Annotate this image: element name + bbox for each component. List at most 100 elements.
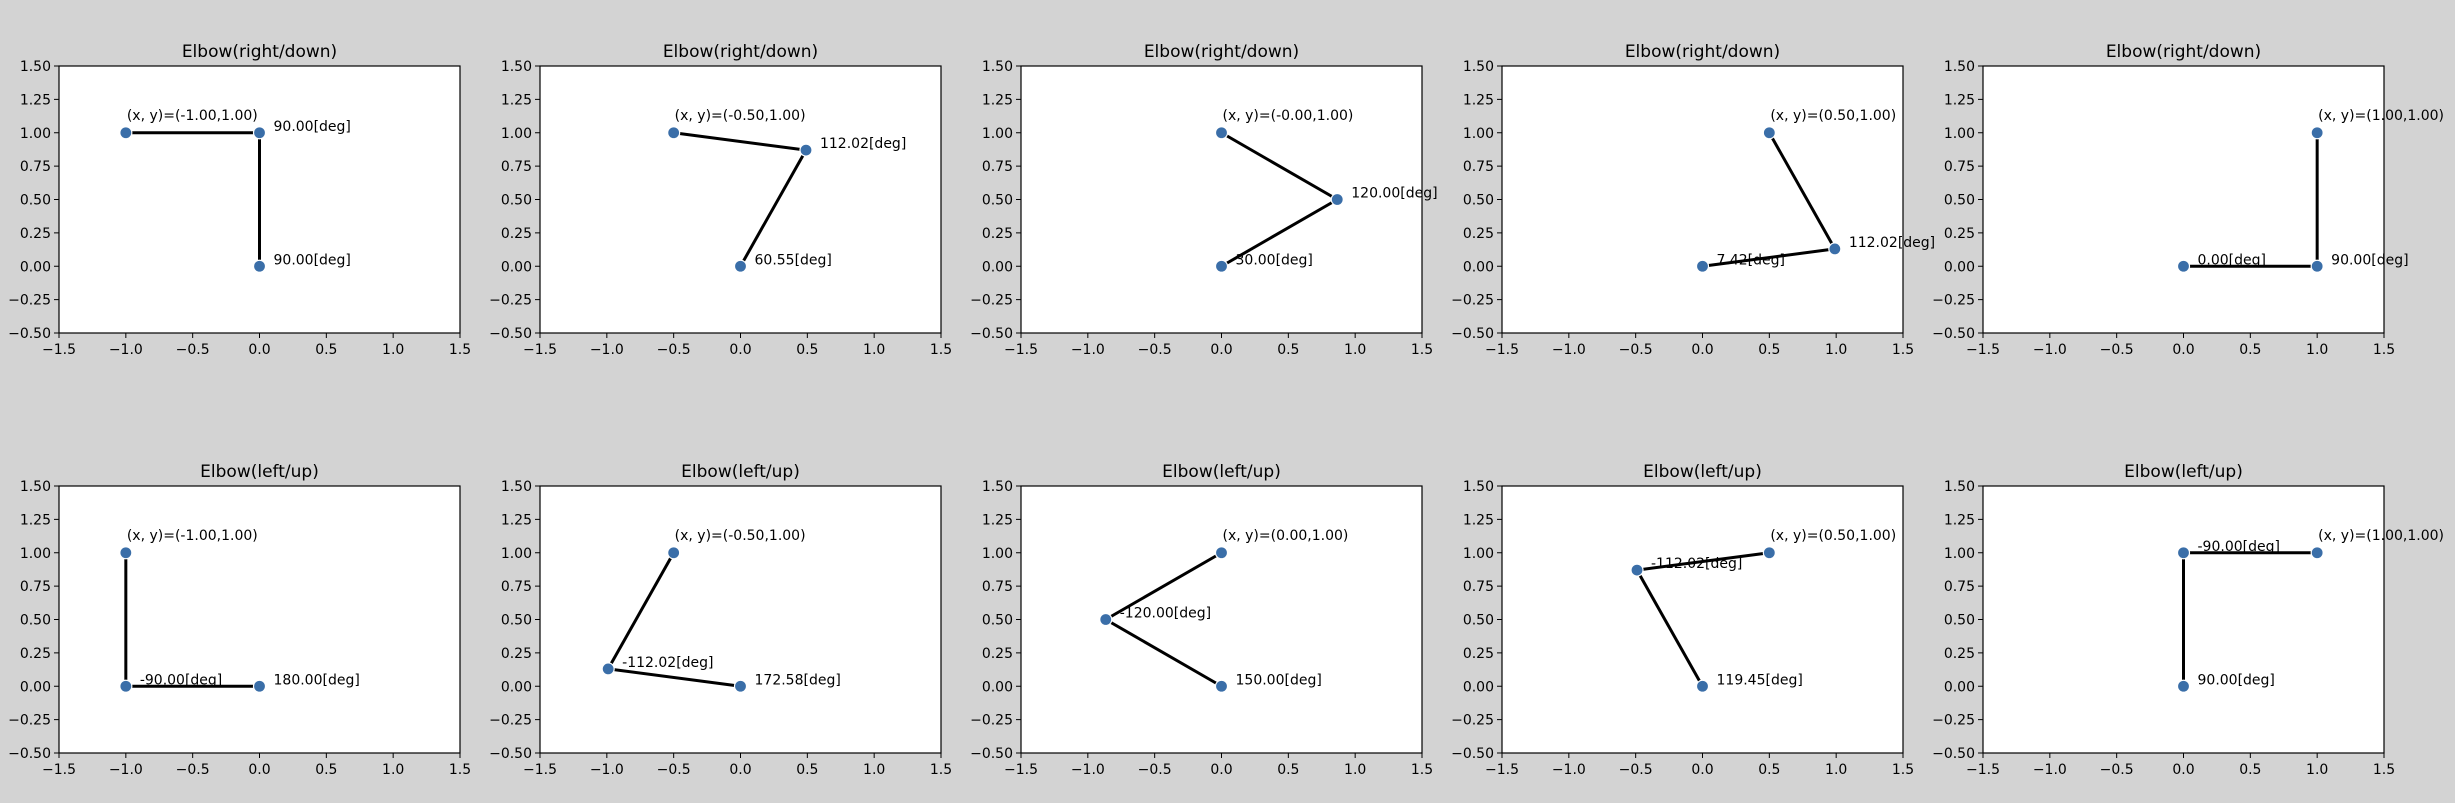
- x-tick-label: −1.0: [1552, 342, 1586, 358]
- joint-point: [119, 679, 133, 693]
- subplot-title: Elbow(right/down): [182, 42, 337, 62]
- y-tick-label: 0.75: [501, 159, 532, 175]
- x-tick-label: −1.0: [590, 342, 624, 358]
- y-tick-label: 0.00: [982, 679, 1013, 695]
- x-tick-label: 1.5: [930, 762, 952, 778]
- joint-point: [733, 679, 748, 693]
- plot-area: [1020, 485, 1423, 754]
- x-tick-label: 0.0: [248, 762, 270, 778]
- x-tick-label: −1.5: [1966, 342, 2000, 358]
- joint-angle-label: 90.00[deg]: [2331, 252, 2408, 268]
- joint-point: [119, 546, 133, 560]
- subplot-title: Elbow(left/up): [2124, 462, 2243, 482]
- y-tick-label: 0.75: [982, 579, 1013, 595]
- joint-point: [119, 126, 133, 140]
- x-tick-label: 1.5: [1892, 342, 1914, 358]
- y-tick-label: −0.25: [8, 713, 51, 729]
- y-tick-label: 1.50: [1463, 479, 1494, 495]
- y-tick-label: 0.25: [1944, 646, 1975, 662]
- x-tick-label: 1.5: [1411, 342, 1433, 358]
- x-tick-label: 0.0: [2172, 342, 2194, 358]
- x-tick-label: −0.5: [176, 762, 210, 778]
- joint-angle-label: 150.00[deg]: [1236, 672, 1322, 688]
- joint-angle-label: -90.00[deg]: [140, 672, 222, 688]
- x-tick-label: −1.0: [109, 342, 143, 358]
- y-tick-label: 1.00: [20, 546, 51, 562]
- y-tick-label: 1.50: [1463, 59, 1494, 75]
- joint-point: [1828, 242, 1842, 256]
- y-tick-label: 0.50: [1944, 193, 1975, 209]
- y-tick-label: −0.50: [1451, 326, 1494, 342]
- x-tick-label: 0.5: [2239, 342, 2261, 358]
- joint-point: [667, 546, 681, 560]
- arm-link: [1702, 247, 1836, 268]
- x-tick-label: −0.5: [1619, 762, 1653, 778]
- arm-link: [673, 131, 807, 152]
- x-tick-label: −0.5: [1138, 762, 1172, 778]
- y-tick-label: 1.25: [982, 92, 1013, 108]
- joint-point: [1214, 259, 1229, 273]
- joint-point: [1695, 679, 1710, 693]
- x-tick-label: 1.5: [1892, 762, 1914, 778]
- y-tick-label: 0.00: [1944, 259, 1975, 275]
- subplot-title: Elbow(right/down): [1625, 42, 1780, 62]
- y-tick-label: 1.50: [501, 59, 532, 75]
- y-tick-label: 0.50: [982, 193, 1013, 209]
- arm-link: [1768, 132, 1837, 250]
- plot-area: [539, 65, 942, 334]
- y-tick-label: 1.00: [982, 546, 1013, 562]
- y-tick-label: 0.00: [982, 259, 1013, 275]
- joint-angle-label: -90.00[deg]: [2198, 539, 2280, 555]
- joint-point: [667, 126, 681, 140]
- subplot-title: Elbow(left/up): [1643, 462, 1762, 482]
- y-tick-label: −0.25: [1932, 293, 1975, 309]
- joint-point: [1695, 259, 1710, 273]
- x-tick-label: 0.5: [796, 342, 818, 358]
- arm-link: [1635, 569, 1704, 687]
- y-tick-label: 1.25: [20, 512, 51, 528]
- y-tick-label: 0.00: [1463, 679, 1494, 695]
- y-tick-label: 0.75: [1463, 159, 1494, 175]
- y-tick-label: 0.50: [20, 613, 51, 629]
- joint-point: [252, 126, 267, 140]
- y-tick-label: 1.25: [1944, 512, 1975, 528]
- y-tick-label: 0.25: [20, 646, 51, 662]
- arm-link: [739, 149, 808, 267]
- arm-link: [607, 667, 741, 688]
- y-tick-label: −0.25: [970, 713, 1013, 729]
- joint-point: [1214, 546, 1229, 560]
- x-tick-label: 0.0: [1210, 342, 1232, 358]
- x-tick-label: 0.5: [315, 342, 337, 358]
- subplot-1: −1.5 −1.0 −0.5 0.0 0.5 1.0 1.5 −0.50 −0.25 0.00 0.…: [8, 42, 471, 358]
- x-tick-label: −1.5: [1004, 342, 1038, 358]
- y-tick-label: 0.50: [982, 613, 1013, 629]
- subplot-4: −1.5 −1.0 −0.5 0.0 0.5 1.0 1.5 −0.50 −0.25 0.00 0.…: [1451, 42, 1935, 358]
- y-tick-label: 1.50: [20, 479, 51, 495]
- subplot-5: −1.5 −1.0 −0.5 0.0 0.5 1.0 1.5 −0.50 −0.25 0.00 0.…: [1932, 42, 2444, 358]
- plot-area: [1501, 485, 1904, 754]
- y-tick-label: 1.50: [20, 59, 51, 75]
- y-tick-label: 0.50: [20, 193, 51, 209]
- joint-point: [799, 143, 813, 157]
- x-tick-label: −0.5: [1138, 342, 1172, 358]
- subplot-title: Elbow(left/up): [1162, 462, 1281, 482]
- joint-point: [1762, 546, 1776, 560]
- x-tick-label: 1.5: [2373, 762, 2395, 778]
- x-tick-label: 1.0: [863, 342, 885, 358]
- y-tick-label: −0.25: [970, 293, 1013, 309]
- y-tick-label: 0.00: [1463, 259, 1494, 275]
- subplot-title: Elbow(right/down): [663, 42, 818, 62]
- x-tick-label: −1.5: [42, 342, 76, 358]
- joint-point: [1762, 126, 1776, 140]
- y-tick-label: 0.00: [20, 259, 51, 275]
- joint-point: [2176, 259, 2191, 273]
- y-tick-label: −0.25: [489, 293, 532, 309]
- y-tick-label: 0.75: [1463, 579, 1494, 595]
- y-tick-label: −0.25: [8, 293, 51, 309]
- y-tick-label: 1.25: [1944, 92, 1975, 108]
- y-tick-label: 0.25: [1463, 226, 1494, 242]
- joint-angle-label: 90.00[deg]: [274, 252, 351, 268]
- subplot-6: −1.5 −1.0 −0.5 0.0 0.5 1.0 1.5 −0.50 −0.25 0.00 0.…: [8, 462, 471, 778]
- subplot-2: −1.5 −1.0 −0.5 0.0 0.5 1.0 1.5 −0.50 −0.25 0.00 0.…: [489, 42, 952, 358]
